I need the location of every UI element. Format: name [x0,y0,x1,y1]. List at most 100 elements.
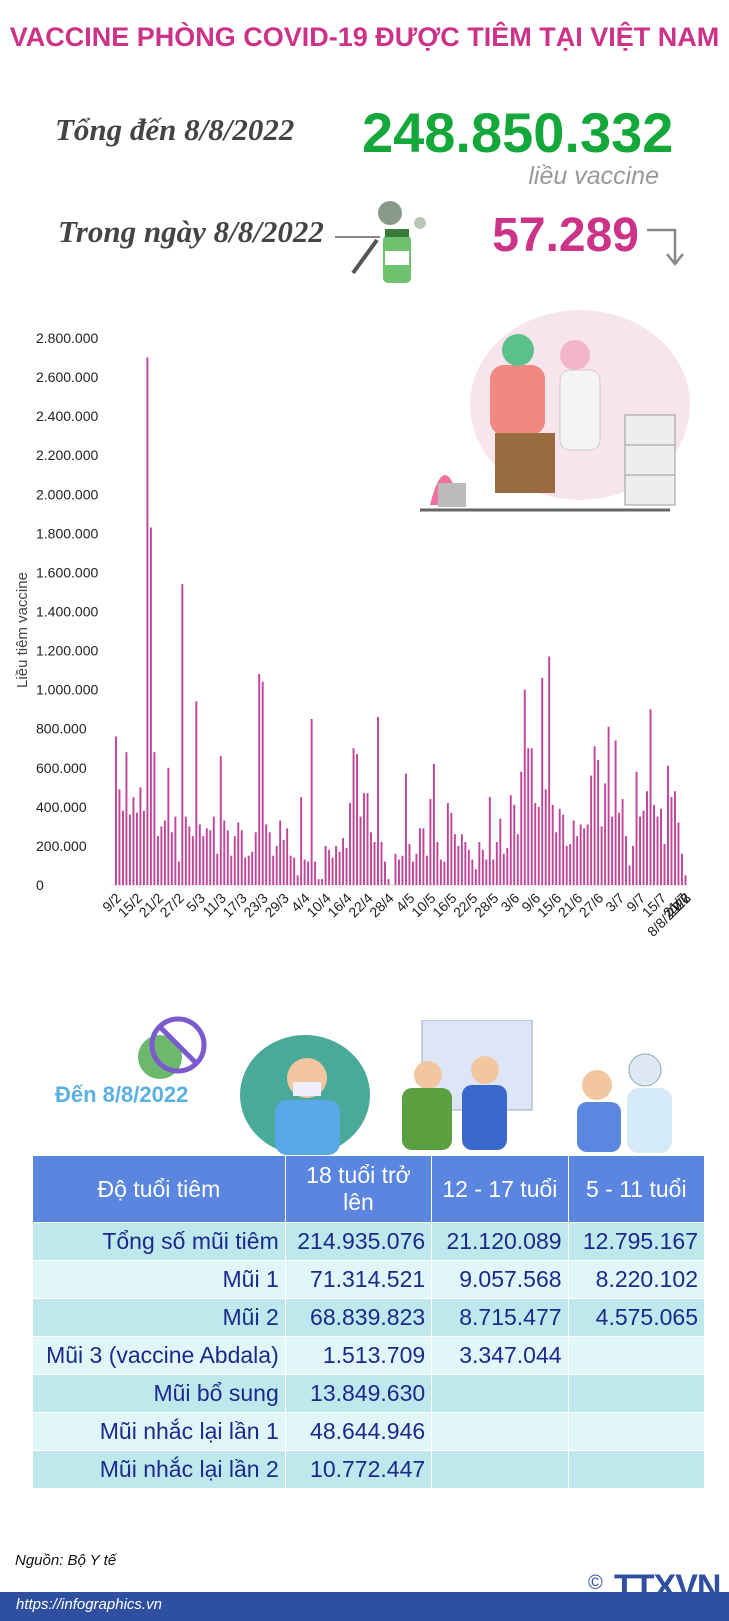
vaccine-vial-icon [335,201,426,283]
teen-vaccination-illustration [402,1020,533,1150]
row-value: 9.057.568 [431,1260,569,1299]
table-row: Tổng số mũi tiêm 214.935.076 21.120.089 12.… [32,1222,706,1261]
bar [216,853,219,885]
bar [457,845,460,885]
y-tick-label: 2.000.000 [36,486,98,502]
row-value: 12.795.167 [567,1222,706,1261]
bar [551,804,554,885]
bar [153,752,156,885]
bar [632,845,635,885]
row-label: Mũi nhắc lại lần 2 [32,1450,286,1489]
bar [352,748,355,885]
bar [258,674,261,885]
bar [149,527,152,885]
bar [425,855,428,885]
bar [460,834,463,885]
x-tick-label: 27/6 [576,890,607,921]
bar [502,853,505,885]
bar [261,681,264,885]
bar [474,869,477,885]
bar [558,808,561,885]
bar [649,709,652,885]
y-tick-label: 400.000 [36,799,87,815]
bar [516,834,519,885]
bar [530,748,533,885]
row-label: Mũi bổ sung [32,1374,286,1413]
bar [191,836,194,885]
bar [569,843,572,885]
y-tick-label: 2.600.000 [36,369,98,385]
bar [233,836,236,885]
footer-url[interactable]: https://infographics.vn [16,1596,162,1613]
table-row: Mũi nhắc lại lần 2 10.772.447 [32,1450,706,1489]
bar [527,748,530,885]
y-tick-label: 1.400.000 [36,604,98,620]
total-unit: liều vaccine [528,162,659,190]
bar [446,802,449,885]
bar [275,845,278,885]
day-label: Trong ngày 8/8/2022 [58,214,324,249]
vaccination-illustration [420,310,690,512]
page-title: VACCINE PHÒNG COVID-19 ĐƯỢC TIÊM TẠI VIỆ… [9,22,720,52]
row-value [567,1374,706,1413]
copyright-icon: © [588,1572,603,1594]
bar [177,861,180,885]
bar [359,816,362,886]
bar [384,861,386,885]
bar [244,857,247,885]
bar [170,832,173,885]
bar [387,879,390,885]
bar [681,853,683,885]
bar [611,816,614,886]
bar [394,853,397,885]
row-value: 48.644.946 [284,1412,433,1451]
y-tick-label: 2.800.000 [36,330,98,346]
arrow-down-icon [647,228,684,267]
bar [443,861,446,885]
header-children: 5 - 11 tuổi [567,1155,706,1223]
bar [534,802,537,885]
row-label: Mũi 3 (vaccine Abdala) [32,1336,286,1375]
row-value: 8.715.477 [431,1298,569,1337]
bar [656,816,659,886]
y-tick-label: 800.000 [36,721,87,737]
bar [642,810,645,885]
bar [583,828,586,885]
y-tick-label: 2.400.000 [36,408,98,424]
bar [537,806,540,885]
bar [467,849,470,885]
table-row: Mũi bổ sung 13.849.630 [32,1374,706,1413]
bar [317,879,320,885]
child-vaccination-illustration [577,1053,672,1153]
bar [488,797,491,885]
y-tick-label: 1.000.000 [36,682,98,698]
y-axis-label: Liều tiêm vaccine [14,572,31,688]
bar [625,836,628,885]
bar [279,820,282,885]
bar [377,716,379,885]
bar [310,718,313,885]
bar [600,826,603,885]
bar [303,859,306,885]
row-value: 8.220.102 [567,1260,706,1299]
bar [265,824,268,885]
bar [429,799,432,885]
header-adults: 18 tuổi trở lên [284,1155,433,1223]
bar [572,820,575,885]
bar [184,816,187,886]
bar [296,875,299,885]
source-note: Nguồn: Bộ Y tế [15,1552,117,1569]
row-value: 13.849.630 [284,1374,433,1413]
table-header-row: Độ tuổi tiêm 18 tuổi trở lên 12 - 17 tuổ… [32,1155,706,1223]
table-row: Mũi 1 71.314.521 9.057.568 8.220.102 [32,1260,706,1299]
table-row: Mũi nhắc lại lần 1 48.644.946 [32,1412,706,1451]
table-row: Mũi 3 (vaccine Abdala) 1.513.709 3.347.044 [32,1336,706,1375]
bar [590,775,593,885]
y-tick-label: 2.200.000 [36,447,98,463]
bar [118,789,121,885]
row-label: Mũi 1 [32,1260,286,1299]
bar [579,824,582,885]
bar [404,773,407,885]
y-tick-label: 0 [36,877,44,893]
bar [478,842,481,885]
